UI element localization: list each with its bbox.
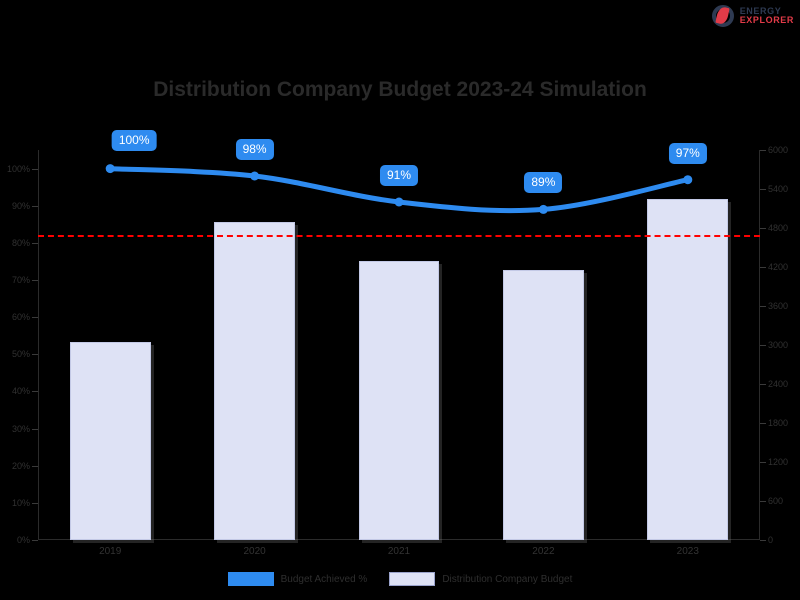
right-tick-mark: [760, 228, 766, 229]
line-data-point[interactable]: [394, 197, 404, 207]
data-label: 91%: [379, 165, 419, 186]
right-tick-mark: [760, 189, 766, 190]
left-tick-label: 90%: [11, 200, 30, 211]
right-tick-label: 1200: [768, 457, 789, 467]
right-tick-mark: [760, 540, 766, 541]
right-tick-label: 6000: [768, 145, 789, 155]
line-data-point[interactable]: [250, 171, 260, 181]
bar[interactable]: [214, 221, 296, 540]
left-tick-mark: [32, 354, 38, 356]
bar[interactable]: [358, 260, 440, 540]
left-tick-label: 30%: [11, 423, 30, 434]
legend-item-line[interactable]: Budget Achieved %: [227, 572, 368, 586]
right-tick-mark: [760, 423, 766, 424]
left-tick-mark: [32, 205, 38, 207]
left-tick-label: 10%: [11, 497, 30, 508]
data-label: 97%: [668, 142, 707, 164]
plot-area: 100% 90% 80% 70% 60% 50% 40% 30% 20% 10% 0% 6000 54…: [7, 145, 788, 545]
left-tick-label: 80%: [11, 237, 30, 248]
x-axis-label: 2019: [99, 546, 122, 557]
left-tick-mark: [32, 242, 38, 244]
left-tick-label: 50%: [11, 349, 30, 360]
x-axis-label: 2021: [387, 546, 411, 557]
left-tick-label: 100%: [6, 163, 30, 174]
chart-title: Distribution Company Budget 2023-24 Simu…: [153, 78, 647, 101]
x-axis-label: 2022: [532, 546, 555, 557]
right-tick-label: 4800: [768, 223, 789, 233]
left-tick-mark: [32, 465, 38, 467]
left-tick-label: 60%: [11, 312, 30, 323]
bar[interactable]: [647, 198, 729, 540]
legend-swatch-bar-icon: [389, 572, 436, 586]
bar[interactable]: [69, 341, 151, 540]
left-axis-line: [38, 150, 39, 540]
line-data-point[interactable]: [538, 204, 548, 214]
line-data-point[interactable]: [105, 164, 115, 174]
right-tick-label: 4200: [768, 262, 789, 272]
chart-legend: Budget Achieved % Distribution Company B…: [0, 572, 800, 586]
right-tick-mark: [760, 150, 766, 151]
right-axis-line: [759, 150, 760, 540]
legend-item-bar[interactable]: Distribution Company Budget: [389, 572, 572, 586]
logo-line-2: EXPLORER: [739, 15, 794, 25]
right-tick-mark: [760, 345, 766, 346]
right-tick-mark: [760, 462, 766, 463]
left-tick-label: 70%: [11, 275, 30, 285]
line-data-point[interactable]: [683, 175, 693, 185]
logo-line-1: ENERGY: [739, 6, 782, 16]
right-tick-label: 600: [768, 496, 784, 506]
left-tick-mark: [32, 502, 38, 504]
left-tick-label: 0%: [16, 535, 30, 545]
left-tick-label: 20%: [11, 460, 30, 471]
data-label: 89%: [524, 172, 563, 194]
legend-label-line: Budget Achieved %: [280, 573, 368, 585]
data-label: 98%: [235, 139, 274, 160]
right-tick-label: 1800: [768, 418, 789, 428]
left-tick-label: 40%: [11, 386, 30, 397]
left-tick-mark: [32, 428, 38, 430]
right-tick-label: 3600: [768, 301, 789, 311]
left-tick-mark: [32, 391, 38, 393]
data-label: 100%: [111, 129, 157, 151]
target-reference-line: [38, 234, 760, 237]
x-axis-label: 2020: [243, 546, 266, 557]
right-tick-mark: [760, 384, 766, 385]
left-tick-mark: [32, 280, 38, 281]
legend-label-bar: Distribution Company Budget: [442, 573, 573, 585]
x-axis-label: 2023: [676, 546, 699, 557]
brand-logo: ENERGY EXPLORER: [711, 4, 794, 28]
right-tick-label: 2400: [768, 379, 789, 389]
right-tick-mark: [760, 267, 766, 268]
right-tick-label: 3000: [768, 340, 789, 350]
right-tick-mark: [760, 501, 766, 502]
left-tick-mark: [32, 168, 38, 170]
right-tick-label: 5400: [768, 184, 789, 194]
flame-circle-icon: [711, 4, 735, 28]
bar[interactable]: [502, 270, 584, 540]
right-tick-mark: [760, 306, 766, 307]
legend-swatch-line-icon: [227, 572, 274, 586]
right-tick-label: 0: [768, 535, 774, 545]
left-tick-mark: [32, 317, 38, 319]
left-tick-mark: [32, 540, 38, 541]
